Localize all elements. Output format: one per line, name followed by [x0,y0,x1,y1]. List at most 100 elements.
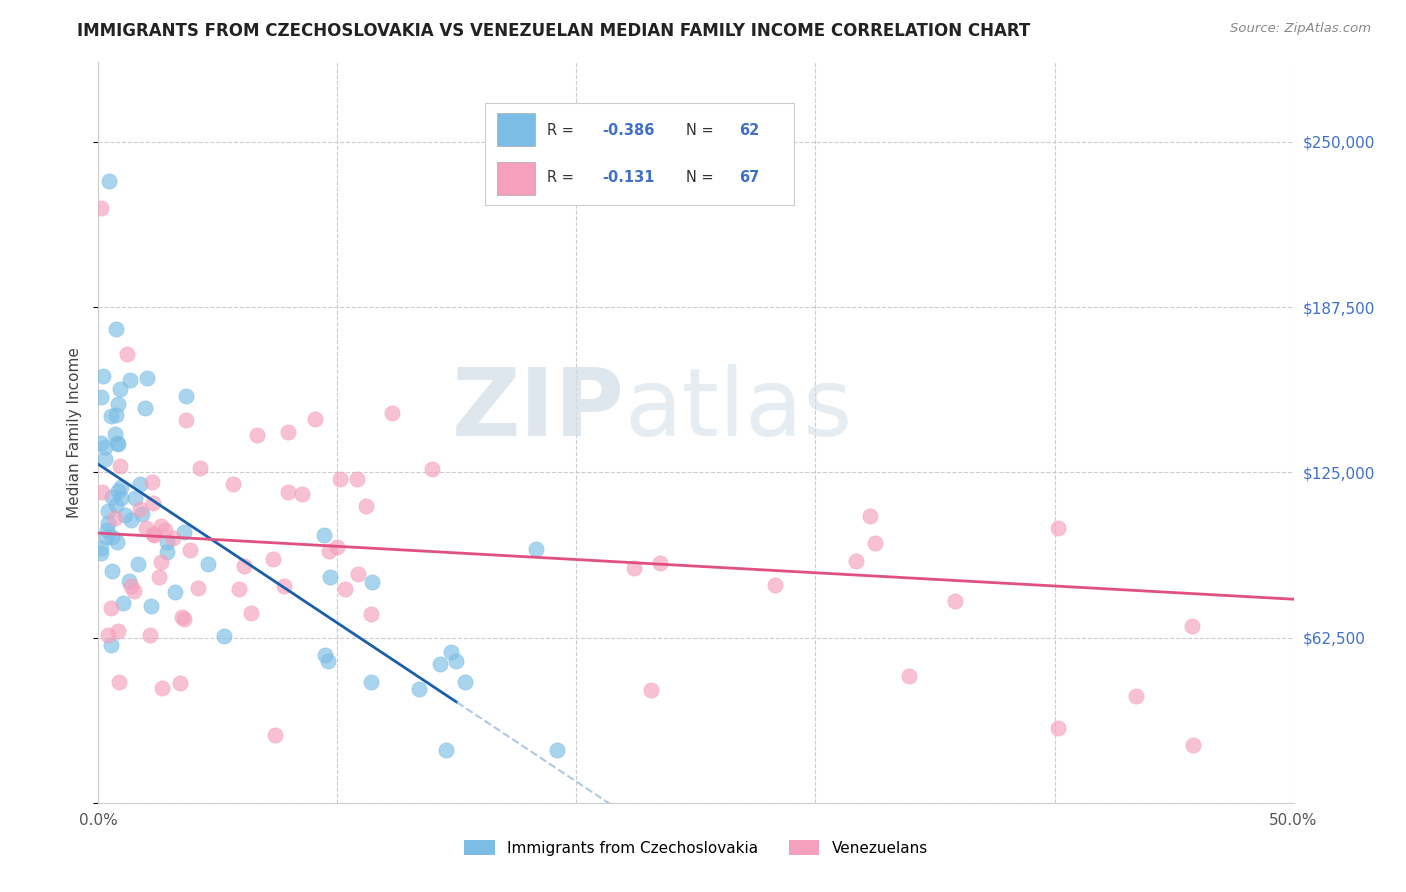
Point [90,201,112,215]
Point [273,579,295,593]
Point [1046,521,1069,535]
Point [148,570,170,584]
Point [104,511,127,525]
Text: R =: R = [547,170,574,185]
Point [1181,619,1204,633]
Point [129,477,152,491]
Point [524,541,547,556]
Point [318,570,340,584]
Point [197,557,219,571]
Text: R =: R = [547,123,574,137]
Point [174,413,197,427]
Point [105,535,128,549]
Point [100,409,122,423]
Point [97,628,120,642]
Point [150,681,173,696]
Point [156,535,179,549]
Bar [498,162,534,194]
Point [107,437,129,451]
Text: -0.131: -0.131 [603,170,655,185]
Point [120,373,142,387]
Point [640,683,662,698]
Point [360,607,382,621]
Point [222,476,245,491]
Point [105,498,128,512]
Point [90,390,112,404]
Point [124,491,146,506]
Point [943,593,966,607]
Point [142,526,165,541]
Point [139,628,162,642]
Point [142,528,165,542]
Point [179,542,201,557]
Point [141,475,163,489]
Point [863,536,886,550]
Point [110,491,132,505]
Point [107,484,129,499]
Point [135,521,157,535]
Point [165,585,187,599]
Point [316,654,339,668]
Point [129,502,152,516]
Point [228,582,250,596]
Bar [498,112,534,145]
Point [859,509,882,524]
Point [291,487,314,501]
Point [1182,738,1205,752]
Point [110,459,132,474]
Point [360,675,382,690]
Text: 62: 62 [738,123,759,137]
Point [546,743,568,757]
Text: Source: ZipAtlas.com: Source: ZipAtlas.com [1230,22,1371,36]
Point [122,583,145,598]
Point [277,484,299,499]
Point [94,452,117,467]
Point [434,743,457,757]
Point [114,508,136,522]
Point [100,601,122,615]
Point [104,322,127,336]
Point [94,440,117,454]
Text: -0.386: -0.386 [603,123,655,137]
Point [623,561,645,575]
Point [264,728,287,742]
Point [105,436,128,450]
Point [135,371,157,385]
Point [90,436,112,450]
Point [107,674,129,689]
Point [346,472,368,486]
Point [408,682,430,697]
Text: N =: N = [686,123,714,137]
Point [312,528,335,542]
Point [763,577,786,591]
Point [104,426,127,441]
Point [91,484,114,499]
Point [97,516,120,530]
Point [97,503,120,517]
Point [262,551,284,566]
Point [100,490,122,504]
Point [444,654,467,668]
Point [422,461,444,475]
Point [648,556,671,570]
Point [91,369,114,384]
Point [110,480,132,494]
Point [120,578,142,592]
Point [127,558,149,572]
Point [98,174,121,188]
Text: IMMIGRANTS FROM CZECHOSLOVAKIA VS VENEZUELAN MEDIAN FAMILY INCOME CORRELATION CH: IMMIGRANTS FROM CZECHOSLOVAKIA VS VENEZU… [77,22,1031,40]
Text: N =: N = [686,170,714,185]
Point [898,669,921,683]
Text: ZIP: ZIP [451,365,624,457]
Point [141,496,163,510]
Point [90,541,112,555]
Point [212,629,235,643]
Point [360,574,382,589]
Point [314,648,336,662]
Legend: Immigrants from Czechoslovakia, Venezuelans: Immigrants from Czechoslovakia, Venezuel… [458,834,934,862]
Point [107,624,129,638]
Point [101,564,124,578]
Point [277,425,299,439]
Point [150,518,173,533]
Y-axis label: Median Family Income: Median Family Income [66,347,82,518]
